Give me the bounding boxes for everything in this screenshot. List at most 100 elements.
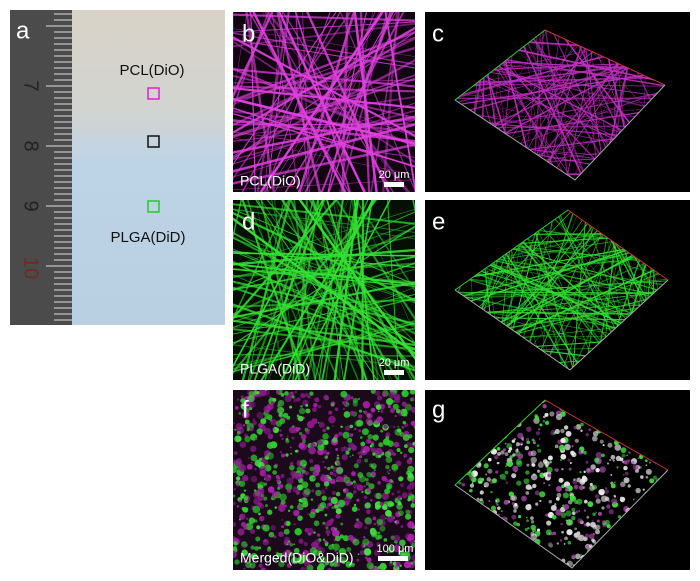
- blob: [233, 536, 235, 538]
- blob: [300, 434, 307, 440]
- fiber: [233, 286, 415, 350]
- blob: [602, 519, 606, 524]
- blob: [612, 459, 615, 462]
- blob: [276, 478, 281, 483]
- blob: [530, 519, 535, 524]
- blob: [341, 454, 348, 461]
- blob: [243, 567, 246, 570]
- blob: [389, 408, 395, 414]
- blob: [258, 515, 265, 522]
- fiber: [314, 200, 358, 380]
- blob: [276, 404, 280, 408]
- blob: [345, 403, 349, 407]
- blob: [363, 485, 366, 488]
- blob: [238, 518, 241, 521]
- blob: [257, 390, 265, 397]
- fiber: [233, 30, 415, 102]
- blob: [233, 422, 236, 425]
- blob: [530, 533, 538, 541]
- blob: [394, 428, 402, 436]
- blob: [376, 518, 384, 526]
- blob: [409, 481, 415, 487]
- blob: [351, 506, 358, 512]
- blob: [364, 502, 371, 509]
- blob: [569, 462, 572, 465]
- blob: [293, 398, 298, 403]
- blob: [336, 456, 340, 460]
- panel-label: e: [432, 208, 445, 235]
- blob: [539, 491, 546, 498]
- blob: [525, 470, 530, 475]
- blob: [571, 515, 576, 521]
- blob: [393, 393, 401, 401]
- blob: [590, 464, 596, 470]
- blob: [385, 509, 392, 517]
- blob: [238, 499, 242, 503]
- fiber: [382, 12, 399, 192]
- blob: [620, 496, 623, 500]
- blob: [357, 553, 360, 556]
- fiber: [233, 226, 415, 316]
- blob: [582, 486, 586, 489]
- blob: [273, 535, 277, 539]
- blob: [284, 504, 287, 508]
- blob: [405, 414, 408, 417]
- blob: [411, 498, 415, 503]
- blob: [267, 486, 275, 493]
- blob: [476, 497, 480, 501]
- blob: [307, 513, 309, 516]
- blob: [550, 531, 554, 536]
- fiber: [320, 12, 394, 192]
- blob: [397, 510, 400, 513]
- blob: [551, 514, 557, 520]
- blob: [537, 448, 542, 453]
- blob: [332, 529, 340, 538]
- blob: [571, 507, 576, 512]
- blob: [652, 475, 658, 480]
- blob: [365, 477, 369, 482]
- blob: [393, 441, 400, 448]
- blob: [289, 543, 294, 547]
- blob: [575, 510, 579, 514]
- blob: [548, 484, 551, 487]
- blob: [385, 464, 390, 470]
- blob: [369, 444, 373, 448]
- blob: [305, 430, 310, 435]
- blob: [354, 427, 357, 431]
- blob: [339, 534, 344, 539]
- fiber: [247, 200, 285, 380]
- blob: [488, 499, 491, 502]
- blob: [271, 491, 278, 498]
- blob: [259, 470, 266, 477]
- blob: [270, 400, 275, 405]
- blob: [585, 433, 589, 437]
- blob: [233, 501, 236, 506]
- blob: [517, 514, 522, 519]
- fiber: [282, 12, 394, 192]
- blob: [511, 514, 517, 520]
- blob: [347, 437, 353, 443]
- blob: [250, 545, 255, 550]
- blob: [623, 500, 626, 502]
- blob: [349, 410, 355, 416]
- blob: [623, 460, 628, 465]
- blob: [258, 563, 263, 568]
- fiber: [233, 225, 415, 346]
- blob: [599, 439, 604, 444]
- blob: [244, 401, 252, 409]
- blob: [256, 545, 259, 548]
- blob: [613, 481, 616, 484]
- blob: [291, 436, 295, 440]
- blob: [508, 491, 514, 497]
- blob: [362, 410, 365, 413]
- blob: [296, 466, 303, 473]
- blob: [295, 427, 300, 432]
- blob: [563, 504, 570, 510]
- blob: [260, 567, 266, 570]
- blob: [320, 473, 326, 479]
- blob: [297, 515, 303, 521]
- blob: [277, 399, 285, 407]
- blob: [374, 504, 381, 510]
- blob: [555, 414, 563, 421]
- blob: [587, 501, 594, 508]
